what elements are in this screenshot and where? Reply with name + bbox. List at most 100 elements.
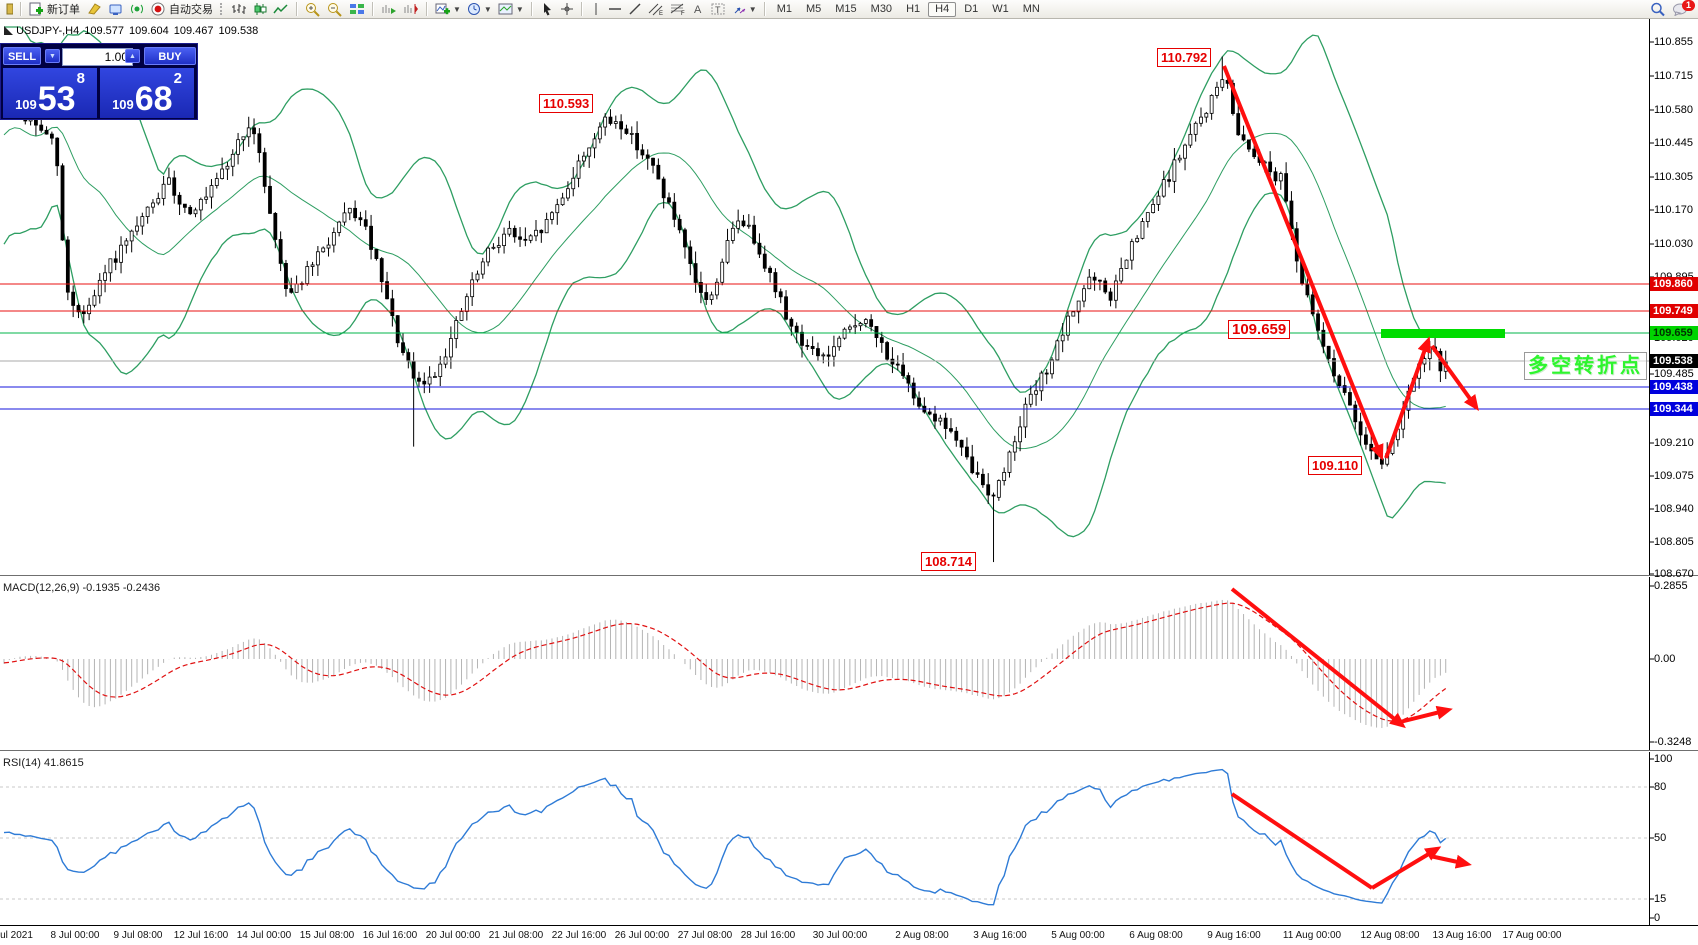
time-axis-label: 8 Jul 00:00 (50, 930, 100, 941)
indicators-icon[interactable]: ▼ (433, 1, 463, 17)
macd-name: MACD(12,26,9) (3, 582, 80, 594)
time-axis-label: 12 Aug 08:00 (1360, 930, 1420, 941)
buy-button[interactable]: BUY (144, 47, 196, 65)
arrows-objects-icon[interactable]: ▼ (730, 1, 759, 17)
vertical-line-icon[interactable] (588, 1, 604, 17)
price-axis-line (1649, 19, 1650, 925)
timeframe-h4[interactable]: H4 (928, 1, 957, 17)
crosshair-icon[interactable] (558, 1, 576, 17)
chart-corner-icon (4, 26, 13, 35)
time-axis-label: 3 Aug 16:00 (973, 930, 1027, 941)
price-annotation: 110.593 (539, 94, 594, 113)
text-icon[interactable]: A (690, 1, 707, 17)
time-axis-line (0, 925, 1698, 926)
time-axis-label: 28 Jul 16:00 (740, 930, 796, 941)
timeframe-mn[interactable]: MN (1022, 2, 1040, 15)
price-tick-label: 109.485 (1654, 368, 1694, 380)
timeframe-m5[interactable]: M5 (805, 2, 822, 15)
rsi-tick-label: 15 (1654, 893, 1667, 905)
templates-icon[interactable]: ▼ (496, 1, 526, 17)
chart-title: USDJPY-,H4 109.577 109.604 109.467 109.538 (4, 25, 263, 37)
price-annotation: 109.659 (1228, 320, 1291, 339)
signal-icon[interactable] (128, 1, 147, 17)
time-axis-label: 11 Aug 00:00 (1282, 930, 1342, 941)
price-tick-label: 110.715 (1654, 70, 1693, 82)
volume-increase-button[interactable]: ▲ (125, 49, 140, 63)
chart-shift-icon[interactable] (401, 1, 421, 17)
timeframe-h1[interactable]: H1 (906, 2, 921, 15)
time-axis-label: 13 Aug 16:00 (1432, 930, 1492, 941)
timeframe-d1[interactable]: D1 (964, 2, 979, 15)
ohlc-low: 109.467 (173, 25, 214, 37)
sell-button[interactable]: SELL (3, 47, 41, 65)
svg-text:A: A (694, 4, 702, 16)
equidistant-channel-icon[interactable]: E (646, 1, 666, 17)
svg-text:T: T (715, 5, 721, 15)
clipped-toolbar-icon[interactable] (1, 1, 15, 17)
horizontal-line-icon[interactable] (606, 1, 624, 17)
styler-icon[interactable] (84, 1, 104, 17)
timeframe-w1[interactable]: W1 (992, 2, 1009, 15)
timeframe-toolbar: M1 M5 M15 M30 H1 H4 D1 W1 MN (770, 1, 1047, 17)
time-axis-label: 27 Jul 08:00 (677, 930, 733, 941)
price-level-tag: 109.438 (1650, 380, 1698, 394)
volume-decrease-button[interactable]: ▼ (45, 49, 60, 63)
volume-input[interactable] (62, 48, 133, 66)
candlestick-chart-icon[interactable] (251, 1, 269, 17)
rsi-panel-separator[interactable] (0, 750, 1698, 751)
auto-scroll-icon[interactable] (379, 1, 399, 17)
pivot-note-label: 多空转折点 (1524, 352, 1647, 380)
ask-price-button[interactable]: 109 68 2 (100, 68, 194, 118)
macd-indicator-label: MACD(12,26,9) -0.1935 -0.2436 (3, 582, 160, 594)
time-axis-label: 15 Jul 08:00 (299, 930, 355, 941)
time-axis-label: 5 Aug 00:00 (1051, 930, 1105, 941)
fibonacci-icon[interactable]: F (668, 1, 688, 17)
price-tick-label: 110.855 (1654, 36, 1693, 48)
time-axis-label: 16 Jul 16:00 (362, 930, 418, 941)
notifications-icon[interactable]: 1 (1670, 0, 1695, 17)
macd-tick-label: 0.2855 (1654, 580, 1688, 592)
time-axis-label: 9 Aug 16:00 (1207, 930, 1261, 941)
time-axis-label: Jul 2021 (0, 930, 33, 941)
price-tick-label: 110.170 (1654, 204, 1693, 216)
autotrading-label: 自动交易 (169, 4, 213, 16)
line-chart-icon[interactable] (271, 1, 291, 17)
new-order-button[interactable]: 新订单 (27, 1, 82, 17)
macd-panel-separator[interactable] (0, 575, 1698, 576)
notification-badge: 1 (1682, 0, 1695, 11)
text-label-icon[interactable]: T (709, 1, 728, 17)
ask-main: 68 (134, 80, 173, 118)
bar-chart-icon[interactable] (229, 1, 249, 17)
market-watch-icon[interactable] (106, 1, 126, 17)
time-axis-label: 9 Jul 08:00 (113, 930, 163, 941)
svg-text:E: E (659, 11, 663, 16)
ask-prefix: 109 (112, 97, 134, 112)
bid-price-button[interactable]: 109 53 8 (3, 68, 97, 118)
price-tick-label: 108.805 (1654, 536, 1694, 548)
time-axis-label: 20 Jul 00:00 (425, 930, 481, 941)
rsi-value: 41.8615 (43, 757, 84, 769)
price-tick-label: 110.305 (1654, 171, 1693, 183)
trendline-icon[interactable] (626, 1, 644, 17)
macd-tick-label: -0.3248 (1654, 736, 1692, 748)
bid-pipette: 8 (76, 70, 85, 87)
zoom-in-icon[interactable] (303, 1, 323, 17)
autotrading-button[interactable]: 自动交易 (149, 1, 215, 17)
rsi-indicator-label: RSI(14) 41.8615 (3, 757, 84, 769)
timeframe-m30[interactable]: M30 (870, 2, 893, 15)
price-chart-canvas[interactable] (0, 19, 1698, 945)
periods-clock-icon[interactable]: ▼ (465, 1, 494, 17)
chart-symbol: USDJPY-,H4 (16, 25, 80, 37)
timeframe-m1[interactable]: M1 (776, 2, 792, 15)
zoom-out-icon[interactable] (325, 1, 345, 17)
search-icon[interactable] (1648, 1, 1668, 17)
price-tick-label: 110.445 (1654, 137, 1693, 149)
cursor-icon[interactable] (538, 1, 556, 17)
macd-values: -0.1935 -0.2436 (82, 582, 161, 594)
price-tick-label: 109.210 (1654, 437, 1694, 449)
price-level-tag: 109.538 (1650, 354, 1698, 368)
price-level-tag: 109.749 (1650, 304, 1698, 318)
timeframe-m15[interactable]: M15 (835, 2, 857, 15)
tile-windows-icon[interactable] (347, 1, 367, 17)
time-axis-label: 14 Jul 00:00 (236, 930, 292, 941)
